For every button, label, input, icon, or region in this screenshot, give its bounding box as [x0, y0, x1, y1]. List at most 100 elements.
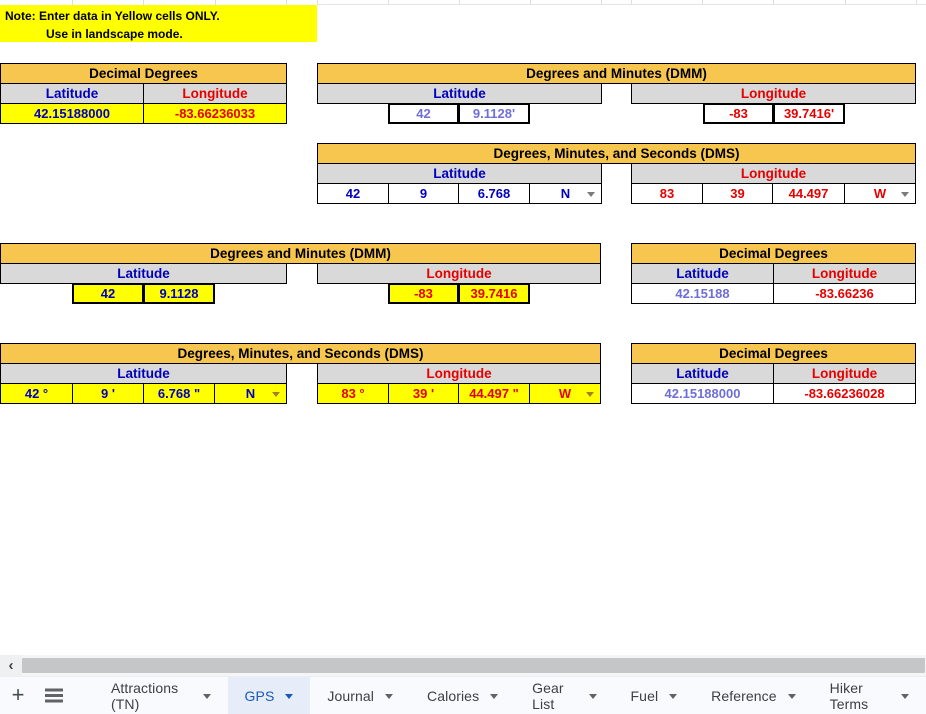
dms-bottom-lon-dir-dropdown[interactable]: W [529, 383, 601, 404]
add-sheet-button[interactable]: + [0, 677, 36, 714]
dms-bottom-lon-min-input[interactable]: 39 ' [388, 383, 459, 404]
gridline [459, 0, 460, 5]
dms-top-lat-dir-dropdown[interactable]: N [529, 183, 602, 204]
chevron-down-icon [787, 694, 796, 699]
sheet-tab-journal[interactable]: Journal [310, 677, 410, 714]
gridline [317, 0, 318, 5]
tab-label: Fuel [630, 687, 659, 704]
dms-top-lon-dir-dropdown[interactable]: W [844, 183, 916, 204]
note-line1: Note: Enter data in Yellow cells ONLY. [5, 9, 220, 23]
dd-top-lat-input[interactable]: 42.15188000 [0, 103, 144, 124]
gridline [601, 0, 602, 5]
dd-bottom-lon-value: -83.66236028 [773, 383, 916, 404]
dd-mid-lat-value: 42.15188 [631, 283, 774, 304]
dms-top-lat-min: 9 [388, 183, 459, 204]
gridline [773, 0, 774, 5]
gridline [845, 0, 846, 5]
dms-bottom-title: Degrees, Minutes, and Seconds (DMS) [0, 343, 601, 364]
tab-label: Gear List [532, 679, 564, 712]
sheet-tab-calories[interactable]: Calories [410, 677, 515, 714]
dms-bottom-lon-dir-value: W [558, 386, 572, 401]
sheet-tab-gps[interactable]: GPS [227, 677, 311, 714]
dms-bottom-lat-sec-input[interactable]: 6.768 " [143, 383, 215, 404]
dropdown-arrow-icon [586, 392, 594, 397]
dms-top-lon-deg: 83 [631, 183, 703, 204]
chevron-down-icon [669, 694, 678, 699]
spreadsheet-canvas: Note: Enter data in Yellow cells ONLY. U… [0, 0, 926, 404]
hamburger-icon [44, 694, 63, 697]
gridline [388, 0, 389, 5]
tab-label: GPS [244, 687, 275, 704]
dd-top-lon-label: Longitude [143, 83, 287, 104]
dms-bottom-lat-label: Latitude [0, 363, 287, 384]
dms-top-lon-dir-value: W [873, 186, 887, 201]
dd-mid-title: Decimal Degrees [631, 243, 916, 264]
gridline [916, 0, 917, 5]
dd-bottom-lat-label: Latitude [631, 363, 774, 384]
dmm-mid-lon-min-input[interactable]: 39.7416 [458, 283, 530, 304]
dd-mid-lon-label: Longitude [773, 263, 916, 284]
dms-bottom-lat-min-input[interactable]: 9 ' [72, 383, 144, 404]
chevron-down-icon [901, 694, 909, 699]
scroll-left-button[interactable]: ‹ [0, 655, 22, 676]
dropdown-arrow-icon [587, 192, 595, 197]
dms-top-lat-deg: 42 [317, 183, 389, 204]
dd-bottom-title: Decimal Degrees [631, 343, 916, 364]
gridline [215, 0, 216, 5]
tab-label: Hiker Terms [829, 679, 869, 712]
all-sheets-button[interactable] [36, 677, 72, 714]
chevron-down-icon [202, 694, 211, 699]
chevron-down-icon [588, 694, 597, 699]
dmm-mid-lon-deg-input[interactable]: -83 [388, 283, 459, 304]
dms-bottom-lat-dir-value: N [245, 386, 256, 401]
dmm-top-lat-label: Latitude [317, 83, 602, 104]
dmm-mid-lat-label: Latitude [0, 263, 287, 284]
chevron-down-icon [490, 694, 499, 699]
dms-bottom-lon-deg-input[interactable]: 83 ° [317, 383, 389, 404]
gridline [72, 0, 73, 5]
sheet-tab-attractions-tn[interactable]: Attractions (TN) [94, 677, 228, 714]
dd-top-lat-label: Latitude [0, 83, 144, 104]
tab-label: Calories [427, 687, 480, 704]
dropdown-arrow-icon [901, 192, 909, 197]
dms-bottom-lat-dir-dropdown[interactable]: N [214, 383, 287, 404]
dms-top-lat-dir-value: N [560, 186, 571, 201]
dms-top-lon-min: 39 [702, 183, 773, 204]
sheet-tabs: Attractions (TN) GPS Journal Calories Ge… [94, 677, 926, 714]
dmm-top-lon-deg: -83 [703, 103, 774, 124]
chevron-down-icon [385, 694, 394, 699]
dms-top-lat-sec: 6.768 [458, 183, 530, 204]
dropdown-arrow-icon [272, 392, 280, 397]
dd-top-lon-input[interactable]: -83.66236033 [143, 103, 287, 124]
plus-icon: + [11, 681, 25, 707]
dms-bottom-lon-sec-input[interactable]: 44.497 " [458, 383, 530, 404]
dms-bottom-lon-label: Longitude [317, 363, 601, 384]
dmm-mid-title: Degrees and Minutes (DMM) [0, 243, 601, 264]
dd-mid-lon-value: -83.66236 [773, 283, 916, 304]
tab-label: Attractions (TN) [110, 679, 179, 712]
scrollbar-thumb[interactable] [22, 658, 925, 673]
dmm-mid-lon-label: Longitude [317, 263, 601, 284]
sheet-tab-gear-list[interactable]: Gear List [515, 677, 613, 714]
sheet-tab-reference[interactable]: Reference [694, 677, 813, 714]
dmm-mid-lat-min-input[interactable]: 9.1128 [143, 283, 215, 304]
gridline [143, 0, 144, 5]
dms-top-lat-label: Latitude [317, 163, 602, 184]
gridline [317, 4, 926, 5]
dmm-mid-lat-deg-input[interactable]: 42 [72, 283, 144, 304]
dms-top-lon-label: Longitude [631, 163, 916, 184]
dmm-top-title: Degrees and Minutes (DMM) [317, 63, 916, 84]
dms-bottom-lat-deg-input[interactable]: 42 ° [0, 383, 73, 404]
dmm-top-lon-label: Longitude [631, 83, 916, 104]
dms-top-lon-sec: 44.497 [772, 183, 845, 204]
tab-label: Reference [711, 687, 777, 704]
note-line2: Use in landscape mode. [46, 27, 183, 41]
dd-mid-lat-label: Latitude [631, 263, 774, 284]
gridline [702, 0, 703, 5]
sheet-tab-hiker-terms[interactable]: Hiker Terms [813, 677, 926, 714]
sheet-tab-bar: + Attractions (TN) GPS Journal Calories … [0, 676, 926, 714]
horizontal-scrollbar[interactable]: ‹ [0, 655, 926, 676]
sheet-tab-fuel[interactable]: Fuel [614, 677, 695, 714]
dd-bottom-lat-value: 42.15188000 [631, 383, 774, 404]
gridline [286, 0, 287, 5]
